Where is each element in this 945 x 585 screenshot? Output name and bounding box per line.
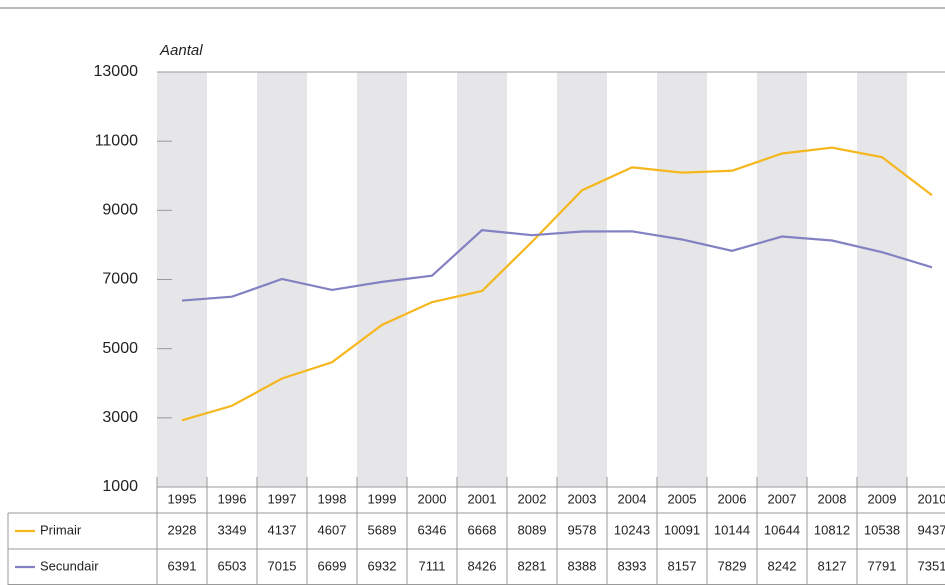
table-value: 2928 (168, 522, 197, 537)
legend-label: Secundair (40, 558, 99, 573)
x-tick-label: 1998 (318, 491, 347, 506)
y-tick-label: 3000 (102, 409, 138, 426)
table-value: 6346 (418, 522, 447, 537)
x-tick-label: 2004 (618, 491, 647, 506)
column-band (457, 72, 507, 487)
x-tick-label: 2002 (518, 491, 547, 506)
y-tick-label: 7000 (102, 271, 138, 288)
table-value: 5689 (368, 522, 397, 537)
column-band (657, 72, 707, 487)
x-tick-label: 2006 (718, 491, 747, 506)
y-axis-label: Aantal (159, 42, 203, 59)
y-tick-label: 9000 (102, 202, 138, 219)
table-value: 10243 (614, 522, 650, 537)
table-value: 3349 (218, 522, 247, 537)
table-value: 8281 (518, 558, 547, 573)
table-value: 7351 (918, 558, 945, 573)
table-value: 8127 (818, 558, 847, 573)
table-value: 6932 (368, 558, 397, 573)
table-value: 10644 (764, 522, 800, 537)
y-tick-label: 1000 (102, 478, 138, 495)
series-line (181, 229, 933, 302)
x-tick-label: 1999 (368, 491, 397, 506)
table-value: 8388 (568, 558, 597, 573)
y-tick-label: 5000 (102, 340, 138, 357)
table-value: 8089 (518, 522, 547, 537)
y-tick-label: 11000 (95, 132, 138, 149)
table-value: 8426 (468, 558, 497, 573)
x-tick-label: 2001 (468, 491, 497, 506)
table-value: 6391 (168, 558, 197, 573)
x-tick-label: 2010 (918, 491, 945, 506)
table-value: 4137 (268, 522, 297, 537)
column-band (857, 72, 907, 487)
x-tick-label: 2008 (818, 491, 847, 506)
table-value: 9578 (568, 522, 597, 537)
x-tick-label: 2009 (868, 491, 897, 506)
series-line (181, 146, 933, 422)
table-value: 7829 (718, 558, 747, 573)
table-value: 4607 (318, 522, 347, 537)
table-value: 10812 (814, 522, 850, 537)
x-tick-label: 2003 (568, 491, 597, 506)
table-value: 8157 (668, 558, 697, 573)
y-tick-label: 13000 (94, 63, 139, 80)
column-band (757, 72, 807, 487)
x-tick-label: 2005 (668, 491, 697, 506)
x-tick-label: 1997 (268, 491, 297, 506)
legend-label: Primair (40, 522, 82, 537)
table-value: 9437 (918, 522, 945, 537)
table-value: 10144 (714, 522, 750, 537)
table-value: 6699 (318, 558, 347, 573)
table-value: 7111 (419, 558, 446, 573)
column-band (557, 72, 607, 487)
table-value: 10538 (864, 522, 900, 537)
x-tick-label: 2007 (768, 491, 797, 506)
table-value: 8242 (768, 558, 797, 573)
table-value: 8393 (618, 558, 647, 573)
table-value: 10091 (664, 522, 700, 537)
x-tick-label: 2000 (418, 491, 447, 506)
table-value: 6503 (218, 558, 247, 573)
table-value: 6668 (468, 522, 497, 537)
table-value: 7015 (268, 558, 297, 573)
x-tick-label: 1996 (218, 491, 247, 506)
x-tick-label: 1995 (168, 491, 197, 506)
table-value: 7791 (868, 558, 897, 573)
